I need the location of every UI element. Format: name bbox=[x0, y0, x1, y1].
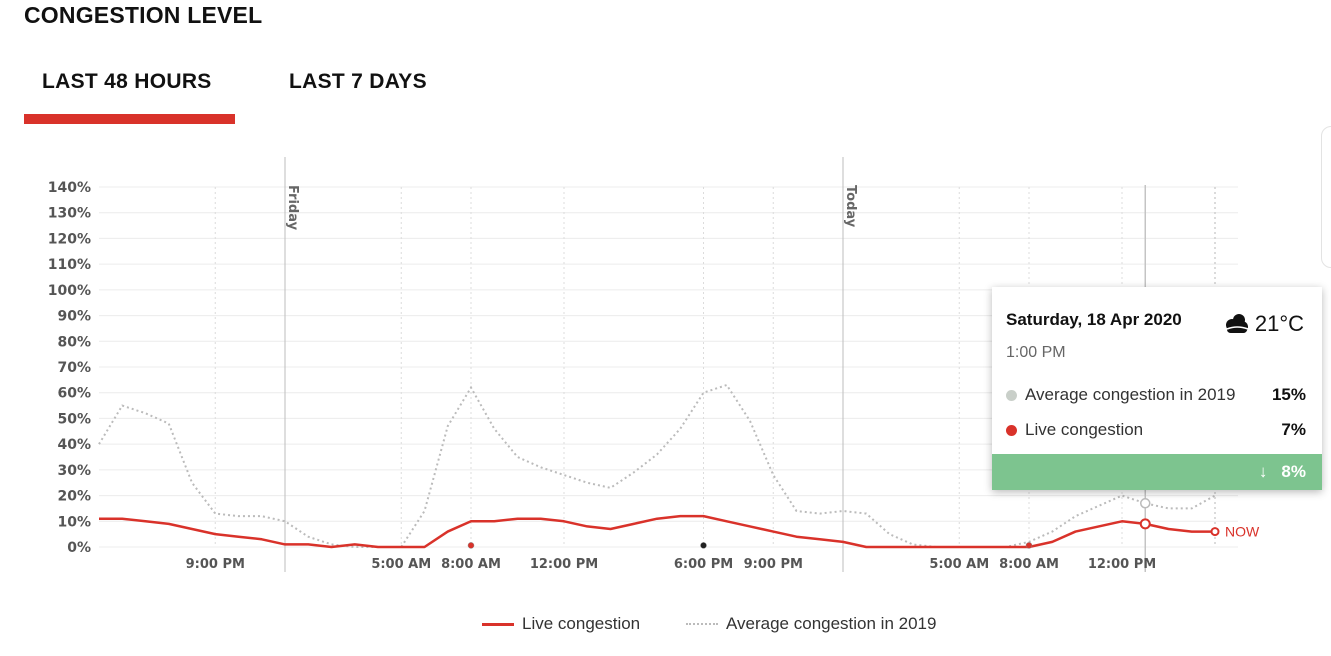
tab-last-48-hours[interactable]: LAST 48 HOURS bbox=[42, 70, 212, 93]
tab-last-7-days[interactable]: LAST 7 DAYS bbox=[289, 70, 427, 93]
x-tick-label: 8:00 AM bbox=[441, 557, 501, 572]
event-marker bbox=[700, 542, 707, 549]
active-tab-indicator bbox=[24, 114, 235, 124]
cloud-icon bbox=[1225, 314, 1249, 333]
legend-label-average: Average congestion in 2019 bbox=[726, 614, 937, 633]
legend-item-live[interactable]: Live congestion bbox=[482, 614, 640, 634]
page-title: CONGESTION LEVEL bbox=[24, 2, 263, 28]
tooltip-row-live: Live congestion 7% bbox=[1006, 420, 1306, 440]
y-tick-label: 140% bbox=[48, 180, 91, 196]
tooltip-live-value: 7% bbox=[1281, 420, 1306, 439]
y-tick-label: 120% bbox=[48, 231, 91, 247]
hover-point-average bbox=[1140, 498, 1151, 509]
y-tick-label: 30% bbox=[57, 463, 91, 479]
event-marker bbox=[467, 542, 475, 549]
axis-layer: 0% 10% 20% 30% 40% 50% 60% 70% 80% 90% 100% 110% 120… bbox=[48, 180, 1156, 572]
y-tick-label: 100% bbox=[48, 283, 91, 299]
y-tick-label: 70% bbox=[57, 360, 91, 376]
tooltip-difference-bar: ↓ 8% bbox=[992, 454, 1322, 490]
y-tick-label: 50% bbox=[57, 411, 91, 427]
day-marker-label: Friday bbox=[285, 185, 300, 231]
chart-legend: Live congestion Average congestion in 20… bbox=[0, 614, 1331, 638]
tooltip-difference-value: 8% bbox=[1281, 462, 1306, 481]
x-tick-label: 8:00 AM bbox=[999, 557, 1059, 572]
tooltip-live-label: Live congestion bbox=[1025, 420, 1144, 439]
hover-tooltip: Saturday, 18 Apr 2020 1:00 PM 21°C Avera… bbox=[992, 287, 1322, 490]
y-tick-label: 40% bbox=[57, 437, 91, 453]
x-tick-label: 9:00 PM bbox=[186, 557, 245, 572]
live-congestion-line bbox=[99, 514, 1215, 549]
x-tick-label: 5:00 AM bbox=[929, 557, 989, 572]
hover-point-live bbox=[1139, 518, 1151, 530]
x-tick-label: 12:00 PM bbox=[1088, 557, 1156, 572]
y-tick-label: 20% bbox=[57, 489, 91, 505]
down-arrow-icon: ↓ bbox=[1258, 462, 1268, 481]
tooltip-row-average: Average congestion in 2019 15% bbox=[1006, 385, 1306, 405]
legend-swatch-live bbox=[482, 622, 514, 626]
live-dot bbox=[1006, 425, 1017, 436]
y-tick-label: 0% bbox=[67, 540, 91, 556]
x-tick-label: 6:00 PM bbox=[674, 557, 733, 572]
tooltip-date: Saturday, 18 Apr 2020 bbox=[1006, 310, 1182, 329]
tooltip-time: 1:00 PM bbox=[1006, 344, 1066, 361]
y-tick-label: 10% bbox=[57, 514, 91, 530]
average-congestion-line bbox=[98, 383, 1216, 548]
tooltip-temperature: 21°C bbox=[1254, 311, 1304, 336]
y-tick-label: 130% bbox=[48, 206, 91, 222]
tooltip-average-label: Average congestion in 2019 bbox=[1025, 385, 1236, 404]
y-tick-label: 80% bbox=[57, 334, 91, 350]
now-label: NOW bbox=[1225, 524, 1260, 540]
now-point bbox=[1210, 527, 1220, 537]
marker-layer: NOW bbox=[467, 498, 1260, 549]
x-tick-label: 9:00 PM bbox=[744, 557, 803, 572]
tooltip-weather: 21°C bbox=[1223, 311, 1304, 337]
x-tick-label: 5:00 AM bbox=[371, 557, 431, 572]
legend-swatch-average bbox=[686, 623, 718, 625]
day-marker-label: Today bbox=[843, 185, 858, 228]
y-tick-label: 110% bbox=[48, 257, 91, 273]
tooltip-average-value: 15% bbox=[1271, 385, 1306, 404]
y-tick-label: 90% bbox=[57, 309, 91, 325]
y-tick-label: 60% bbox=[57, 386, 91, 402]
x-tick-label: 12:00 PM bbox=[530, 557, 598, 572]
legend-label-live: Live congestion bbox=[522, 614, 641, 633]
event-marker bbox=[1025, 542, 1033, 549]
average-dot bbox=[1006, 390, 1017, 401]
legend-item-average[interactable]: Average congestion in 2019 bbox=[686, 614, 936, 634]
